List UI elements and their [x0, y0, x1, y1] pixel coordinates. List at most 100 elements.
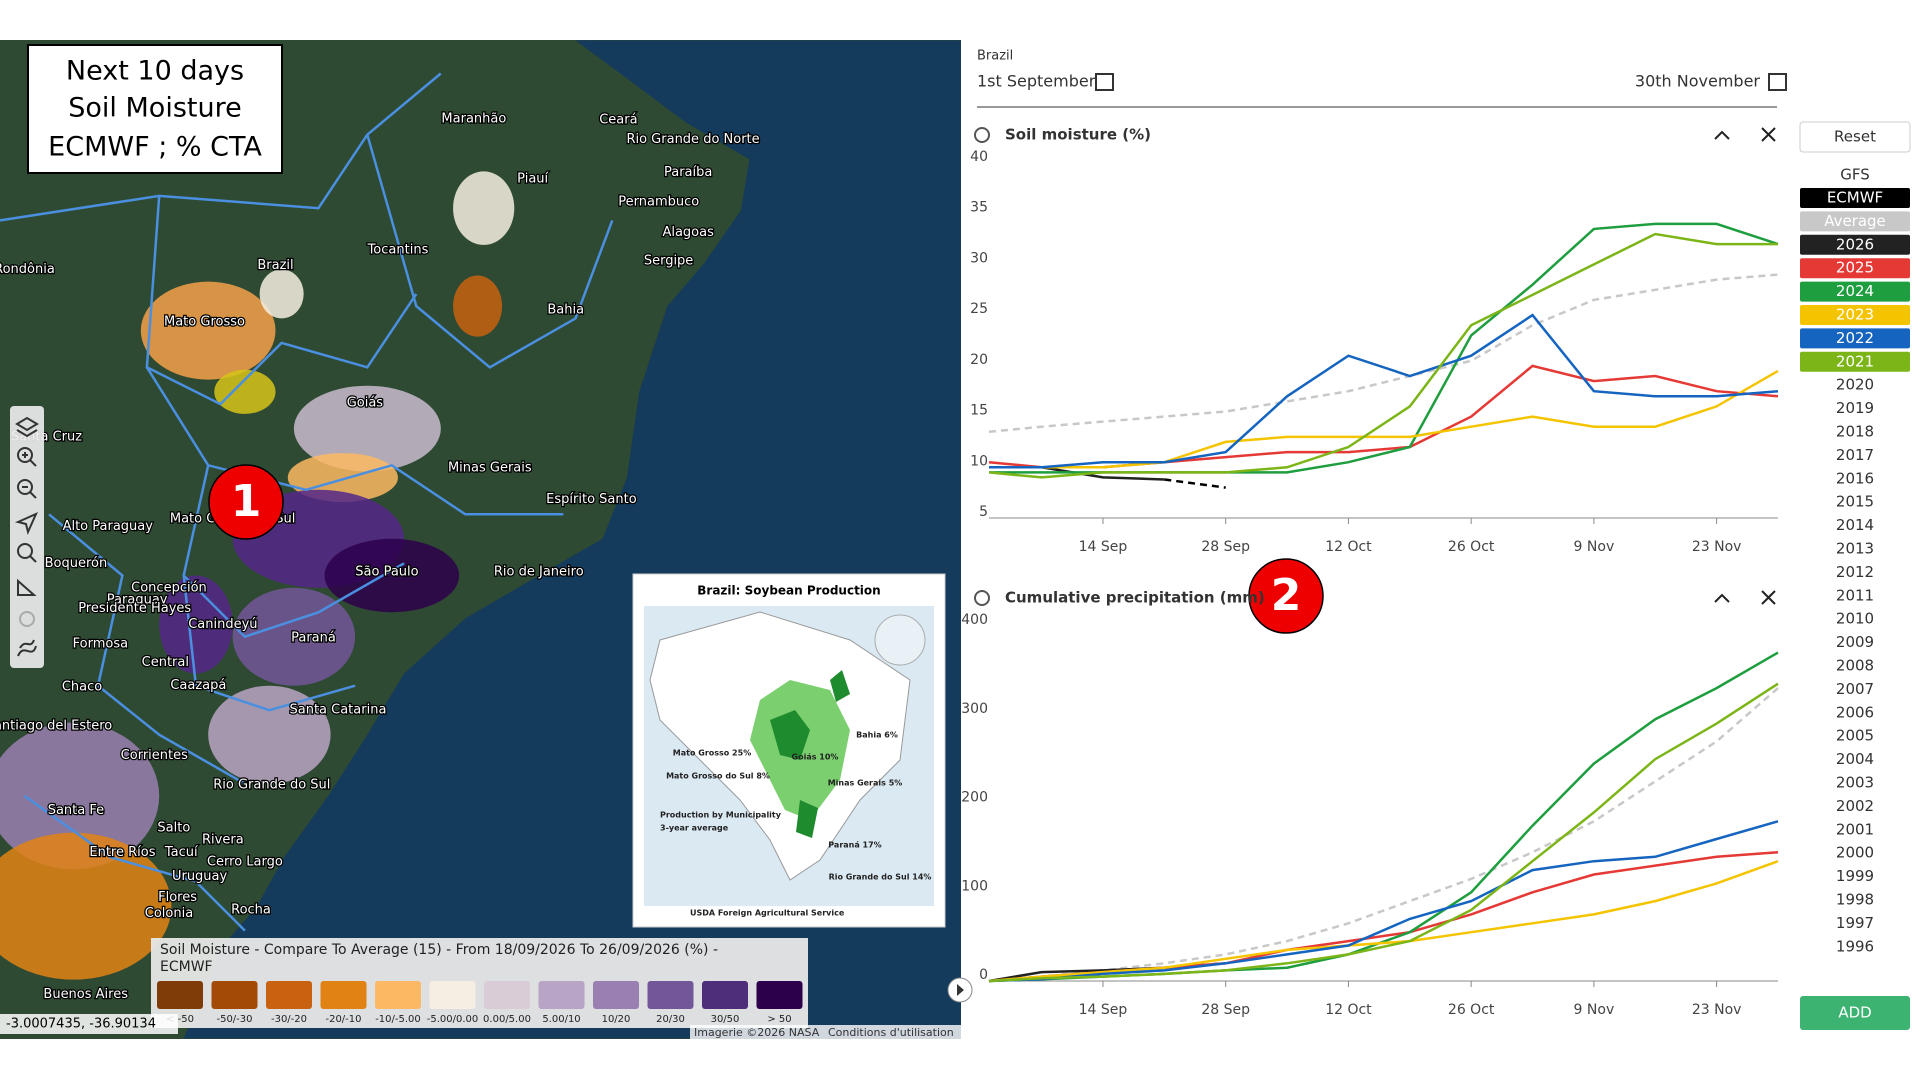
- year-option[interactable]: 2016: [1836, 469, 1874, 487]
- year-option[interactable]: 1999: [1836, 867, 1874, 885]
- icon: [29, 555, 37, 563]
- place-label: Goiás: [347, 395, 384, 410]
- inset-label: Goiás 10%: [792, 753, 839, 762]
- start-date[interactable]: 1st September: [977, 72, 1096, 91]
- legend-bin-label: < -50: [166, 1014, 194, 1025]
- search-button[interactable]: [17, 543, 33, 559]
- y-tick-label: 100: [961, 878, 988, 894]
- place-label: Central: [142, 655, 189, 670]
- legend-swatch: [320, 981, 367, 1009]
- year-option[interactable]: 2002: [1836, 797, 1874, 815]
- legend-button[interactable]: [1800, 351, 1910, 372]
- legend-button[interactable]: [1800, 188, 1910, 208]
- terms-link[interactable]: Conditions d'utilisation: [828, 1026, 954, 1039]
- chart: Cumulative precipitation (mm) 0 100 200 300 4…: [961, 589, 1779, 1018]
- place-label: Presidente Hayes: [78, 601, 191, 616]
- place-label: Canindeyú: [188, 617, 257, 632]
- series-line: [988, 820, 1779, 983]
- legend-bin-label: -10/-5.00: [375, 1014, 421, 1025]
- x-tick-label: 9 Nov: [1574, 1002, 1615, 1018]
- border-line: [145, 366, 564, 516]
- marker: [208, 464, 284, 540]
- series-line: [988, 860, 1779, 983]
- year-option[interactable]: 2015: [1836, 493, 1874, 511]
- overlay-patch: [214, 369, 276, 414]
- legend-button[interactable]: [1800, 211, 1910, 232]
- year-option[interactable]: 1997: [1836, 914, 1874, 932]
- place-label: Chaco: [62, 679, 102, 694]
- year-option[interactable]: 2011: [1836, 586, 1874, 604]
- year-option[interactable]: 2000: [1836, 844, 1874, 862]
- inset-label: 3-year average: [660, 824, 729, 833]
- overlay-patch: [453, 275, 503, 337]
- inset-label: Production by Municipality: [660, 811, 782, 820]
- x-tick-label: 23 Nov: [1692, 1002, 1742, 1018]
- year-option[interactable]: 2003: [1836, 774, 1874, 792]
- zoom-in-button[interactable]: [17, 447, 33, 463]
- x-tick-label: 12 Oct: [1325, 539, 1372, 555]
- legend-swatch: [157, 981, 203, 1009]
- legend-swatch: [593, 981, 639, 1009]
- year-option[interactable]: 2013: [1836, 540, 1874, 558]
- year-option[interactable]: 2019: [1836, 399, 1874, 417]
- close-button[interactable]: [1761, 590, 1776, 605]
- legend-bin-label: -30/-20: [271, 1014, 307, 1025]
- legend-button[interactable]: [1800, 328, 1910, 349]
- overlay-patch: [140, 281, 276, 380]
- collapse-button[interactable]: [1714, 130, 1730, 140]
- year-option[interactable]: 2004: [1836, 750, 1874, 768]
- measure-button[interactable]: [17, 578, 37, 596]
- year-option[interactable]: 1998: [1836, 891, 1874, 909]
- year-option[interactable]: 2001: [1836, 820, 1874, 838]
- year-option[interactable]: 2017: [1836, 446, 1874, 464]
- legend-swatch: [429, 981, 476, 1009]
- place-label: Santa Fe: [48, 803, 104, 818]
- inset-globe: [874, 614, 926, 666]
- year-option[interactable]: 2010: [1836, 610, 1874, 628]
- collapse-button[interactable]: [1714, 593, 1730, 603]
- year-option[interactable]: 2008: [1836, 657, 1874, 675]
- year-option[interactable]: 2006: [1836, 703, 1874, 721]
- y-tick-label: 20: [970, 352, 988, 368]
- legend-label: 2021: [1836, 352, 1874, 370]
- border-line: [145, 195, 418, 406]
- coords-bg: [0, 1014, 178, 1034]
- overlay-patch: [232, 587, 356, 686]
- year-option[interactable]: 2005: [1836, 727, 1874, 745]
- series-line: [988, 364, 1779, 469]
- draw-button[interactable]: [17, 639, 37, 657]
- inset-label: Minas Gerais 5%: [828, 779, 903, 788]
- legend-swatch: [266, 981, 312, 1009]
- locate-button[interactable]: [14, 512, 38, 536]
- gps-button[interactable]: [19, 611, 35, 627]
- year-option[interactable]: 2014: [1836, 516, 1874, 534]
- calendar-icon[interactable]: [1095, 73, 1114, 91]
- layers-button[interactable]: [15, 416, 39, 438]
- end-date[interactable]: 30th November: [1635, 72, 1761, 91]
- legend-button[interactable]: [1800, 258, 1910, 279]
- year-option[interactable]: 1996: [1836, 937, 1874, 955]
- marker: [1248, 558, 1324, 634]
- place-label: Bahia: [547, 302, 584, 317]
- series-line: [988, 851, 1779, 983]
- reset-button[interactable]: [1799, 121, 1911, 153]
- close-button[interactable]: [1761, 127, 1776, 142]
- add-button[interactable]: [1800, 996, 1910, 1030]
- place-label: Uruguay: [172, 869, 228, 884]
- place-label: Mato Grosso: [164, 315, 245, 330]
- year-option[interactable]: 2020: [1836, 376, 1874, 394]
- map-title: ECMWF ; % CTA: [48, 132, 262, 163]
- legend-label: 2023: [1836, 306, 1874, 324]
- year-option[interactable]: 2012: [1836, 563, 1874, 581]
- legend-button[interactable]: [1800, 305, 1910, 325]
- year-option[interactable]: 2018: [1836, 423, 1874, 441]
- legend-button[interactable]: [1800, 234, 1910, 255]
- legend-button[interactable]: [1800, 281, 1910, 302]
- year-option[interactable]: 2009: [1836, 633, 1874, 651]
- legend-label: 2022: [1836, 329, 1874, 347]
- year-option[interactable]: 2007: [1836, 680, 1874, 698]
- calendar-icon[interactable]: [1768, 73, 1787, 91]
- zoom-out-button[interactable]: [17, 479, 33, 495]
- attribution-bg: [690, 1025, 961, 1040]
